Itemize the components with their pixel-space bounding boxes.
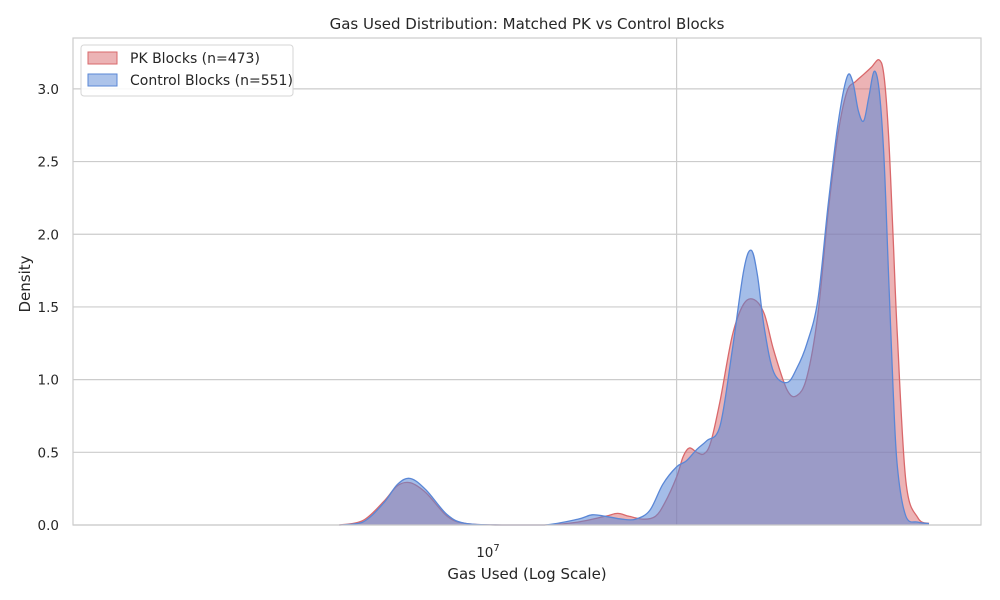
x-tick-exponent: 7: [493, 543, 499, 554]
y-tick-label: 1.5: [38, 300, 59, 316]
x-tick-labels: 107: [476, 543, 500, 561]
y-tick-label: 3.0: [38, 82, 59, 98]
y-axis-label: Density: [16, 255, 34, 312]
legend-label-pk: PK Blocks (n=473): [130, 51, 260, 67]
y-tick-label: 2.0: [38, 227, 59, 243]
plot-frame: [72, 37, 982, 526]
x-axis-label: Gas Used (Log Scale): [447, 565, 606, 583]
y-tick-label: 0.5: [38, 445, 59, 461]
x-tick-base: 10: [476, 545, 493, 561]
density-area-fill: [339, 71, 929, 526]
y-tick-label: 1.0: [38, 373, 59, 389]
chart-title: Gas Used Distribution: Matched PK vs Con…: [330, 15, 725, 33]
y-tick-label: 0.0: [38, 518, 59, 534]
x-tick-label: 107: [476, 543, 500, 561]
legend-box: [80, 44, 294, 97]
y-tick-label: 2.5: [38, 155, 59, 171]
legend-label-control: Control Blocks (n=551): [130, 73, 293, 89]
legend-swatch-control: [87, 73, 118, 87]
legend: PK Blocks (n=473) Control Blocks (n=551): [80, 44, 294, 97]
y-tick-labels: 0.0 0.5 1.0 1.5 2.0 2.5 3.0: [38, 82, 59, 534]
legend-swatch-pk: [87, 51, 118, 65]
